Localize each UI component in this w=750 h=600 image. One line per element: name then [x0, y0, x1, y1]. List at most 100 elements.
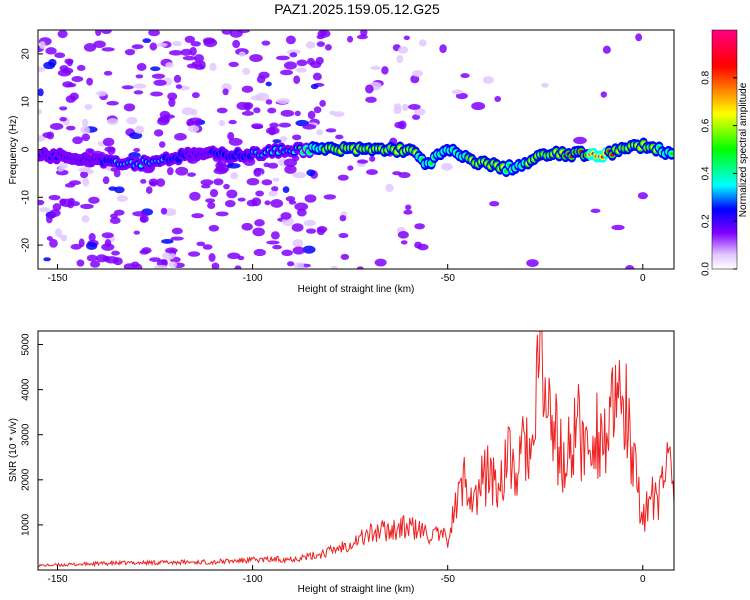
spectrogram-cell: [66, 125, 76, 131]
spectrogram-cell: [39, 207, 51, 213]
spectrogram-cell: [317, 30, 331, 38]
spectrogram-cell: [278, 122, 291, 128]
spectrogram-cell: [59, 116, 67, 122]
spectrogram-cell: [45, 47, 57, 55]
spectrogram-cell: [123, 263, 136, 269]
colorbar-gradient: [711, 29, 738, 270]
spectrogram-x-label: Height of straight line (km): [298, 284, 415, 295]
spectrogram-cell: [66, 59, 73, 67]
spectrogram-cell: [106, 100, 119, 106]
spectrogram-cell: [255, 190, 265, 197]
spectrogram-cell: [80, 126, 91, 134]
spectrogram-cell: [184, 35, 196, 44]
spectrogram-cell: [312, 72, 322, 81]
spectrogram-cell: [267, 107, 277, 114]
spectrogram-cell: [482, 76, 494, 84]
spectrogram-cell: [38, 66, 46, 73]
spectrogram-cell: [157, 116, 171, 123]
spectrogram-cell: [172, 41, 183, 47]
colorbar-ticks: 0.0 0.2 0.4 0.6 0.8: [701, 70, 737, 276]
spectrogram-cell: [261, 179, 273, 186]
spectrogram-cell: [151, 73, 166, 79]
spectrogram-cell: [385, 183, 394, 193]
spectrogram-cell: [154, 264, 168, 269]
y-tick-label: 0: [21, 146, 32, 152]
spectrogram-cell: [103, 70, 113, 76]
colorbar-tick-label: 0.8: [701, 70, 712, 84]
spectrogram-cell: [304, 194, 317, 203]
spectrogram-cell: [81, 215, 90, 223]
x-tick-label: -50: [440, 273, 455, 284]
spectrogram-cell: [573, 136, 587, 145]
spectrogram-cell: [253, 167, 262, 177]
spectrogram-cell: [84, 104, 93, 110]
spectrogram-cell: [49, 209, 61, 217]
chart-title: PAZ1.2025.159.05.12.G25: [274, 1, 440, 17]
spectrogram-cell: [76, 64, 86, 71]
spectrogram-cell: [140, 215, 147, 223]
spectrogram-cell: [85, 241, 98, 250]
spectrogram-cell: [60, 234, 68, 242]
spectrogram-cell: [171, 227, 183, 235]
spectrogram-cell: [170, 236, 184, 241]
spectrogram-cell: [272, 177, 280, 182]
spectrogram-cell: [294, 202, 309, 211]
spectrogram-cell: [71, 75, 84, 83]
spectrogram-cell: [324, 44, 332, 51]
spectrogram-cell: [86, 77, 94, 86]
spectrogram-cell: [403, 35, 410, 41]
spectrogram-cell: [213, 178, 224, 186]
spectrogram-cell: [107, 118, 119, 126]
spectrogram-cell: [253, 248, 266, 257]
spectrogram-cell: [272, 244, 282, 250]
spectrogram-cell: [109, 217, 121, 224]
spectrogram-cell: [48, 194, 61, 201]
spectrogram-cell: [374, 258, 387, 267]
spectrogram-cell: [227, 252, 241, 260]
spectrogram-cell: [268, 190, 278, 197]
spectrogram-cell: [153, 129, 164, 137]
spectrogram-cell: [209, 189, 219, 198]
spectrogram-cell: [150, 66, 161, 72]
spectrogram-cell: [62, 81, 74, 88]
spectrogram-cell: [104, 256, 119, 264]
spectrogram-cell: [292, 172, 307, 179]
spectrogram-cell: [150, 91, 164, 97]
x-tick-label: -50: [440, 574, 455, 585]
spectrogram-cell: [114, 186, 125, 194]
spectrogram-cell: [281, 249, 293, 257]
spectrogram-cell: [272, 139, 282, 144]
spectrogram-cell: [541, 82, 549, 88]
spectrogram-cell: [167, 92, 178, 101]
spectrogram-cell: [140, 178, 147, 184]
spectrogram-cell: [86, 254, 98, 262]
spectrogram-cell: [173, 74, 182, 83]
spectrogram-cell: [202, 37, 216, 45]
spectrogram-cell: [59, 198, 67, 206]
spectrogram-cell: [611, 224, 625, 231]
spectrogram-cell: [209, 62, 217, 72]
spectrogram-y-axis: -20 -10 0 10 20: [21, 48, 43, 252]
spectrogram-cell: [215, 211, 229, 217]
spectrogram-cell: [116, 195, 128, 202]
spectrogram-cell: [238, 51, 246, 57]
spectrogram-cell: [49, 238, 58, 248]
spectrogram-cell: [88, 233, 96, 242]
spectrogram-cell: [381, 66, 389, 75]
spectrogram-cell: [100, 30, 112, 35]
spectrogram-cell: [296, 67, 307, 73]
spectrogram-cell: [226, 162, 241, 169]
spectrogram-cell: [215, 161, 224, 170]
spectrogram-cell: [90, 260, 101, 268]
spectrogram-cell: [196, 241, 206, 247]
spectrogram-cell: [635, 33, 643, 42]
spectrogram-cell: [637, 192, 648, 200]
spectrogram-cell: [394, 121, 405, 129]
spectrogram-cell: [131, 44, 144, 50]
spectrogram-cell: [397, 46, 409, 54]
spectrogram-cell: [412, 70, 424, 77]
spectrogram-cell: [307, 110, 316, 120]
spectrogram-cell: [292, 246, 305, 255]
spectrogram-cell: [315, 56, 324, 65]
